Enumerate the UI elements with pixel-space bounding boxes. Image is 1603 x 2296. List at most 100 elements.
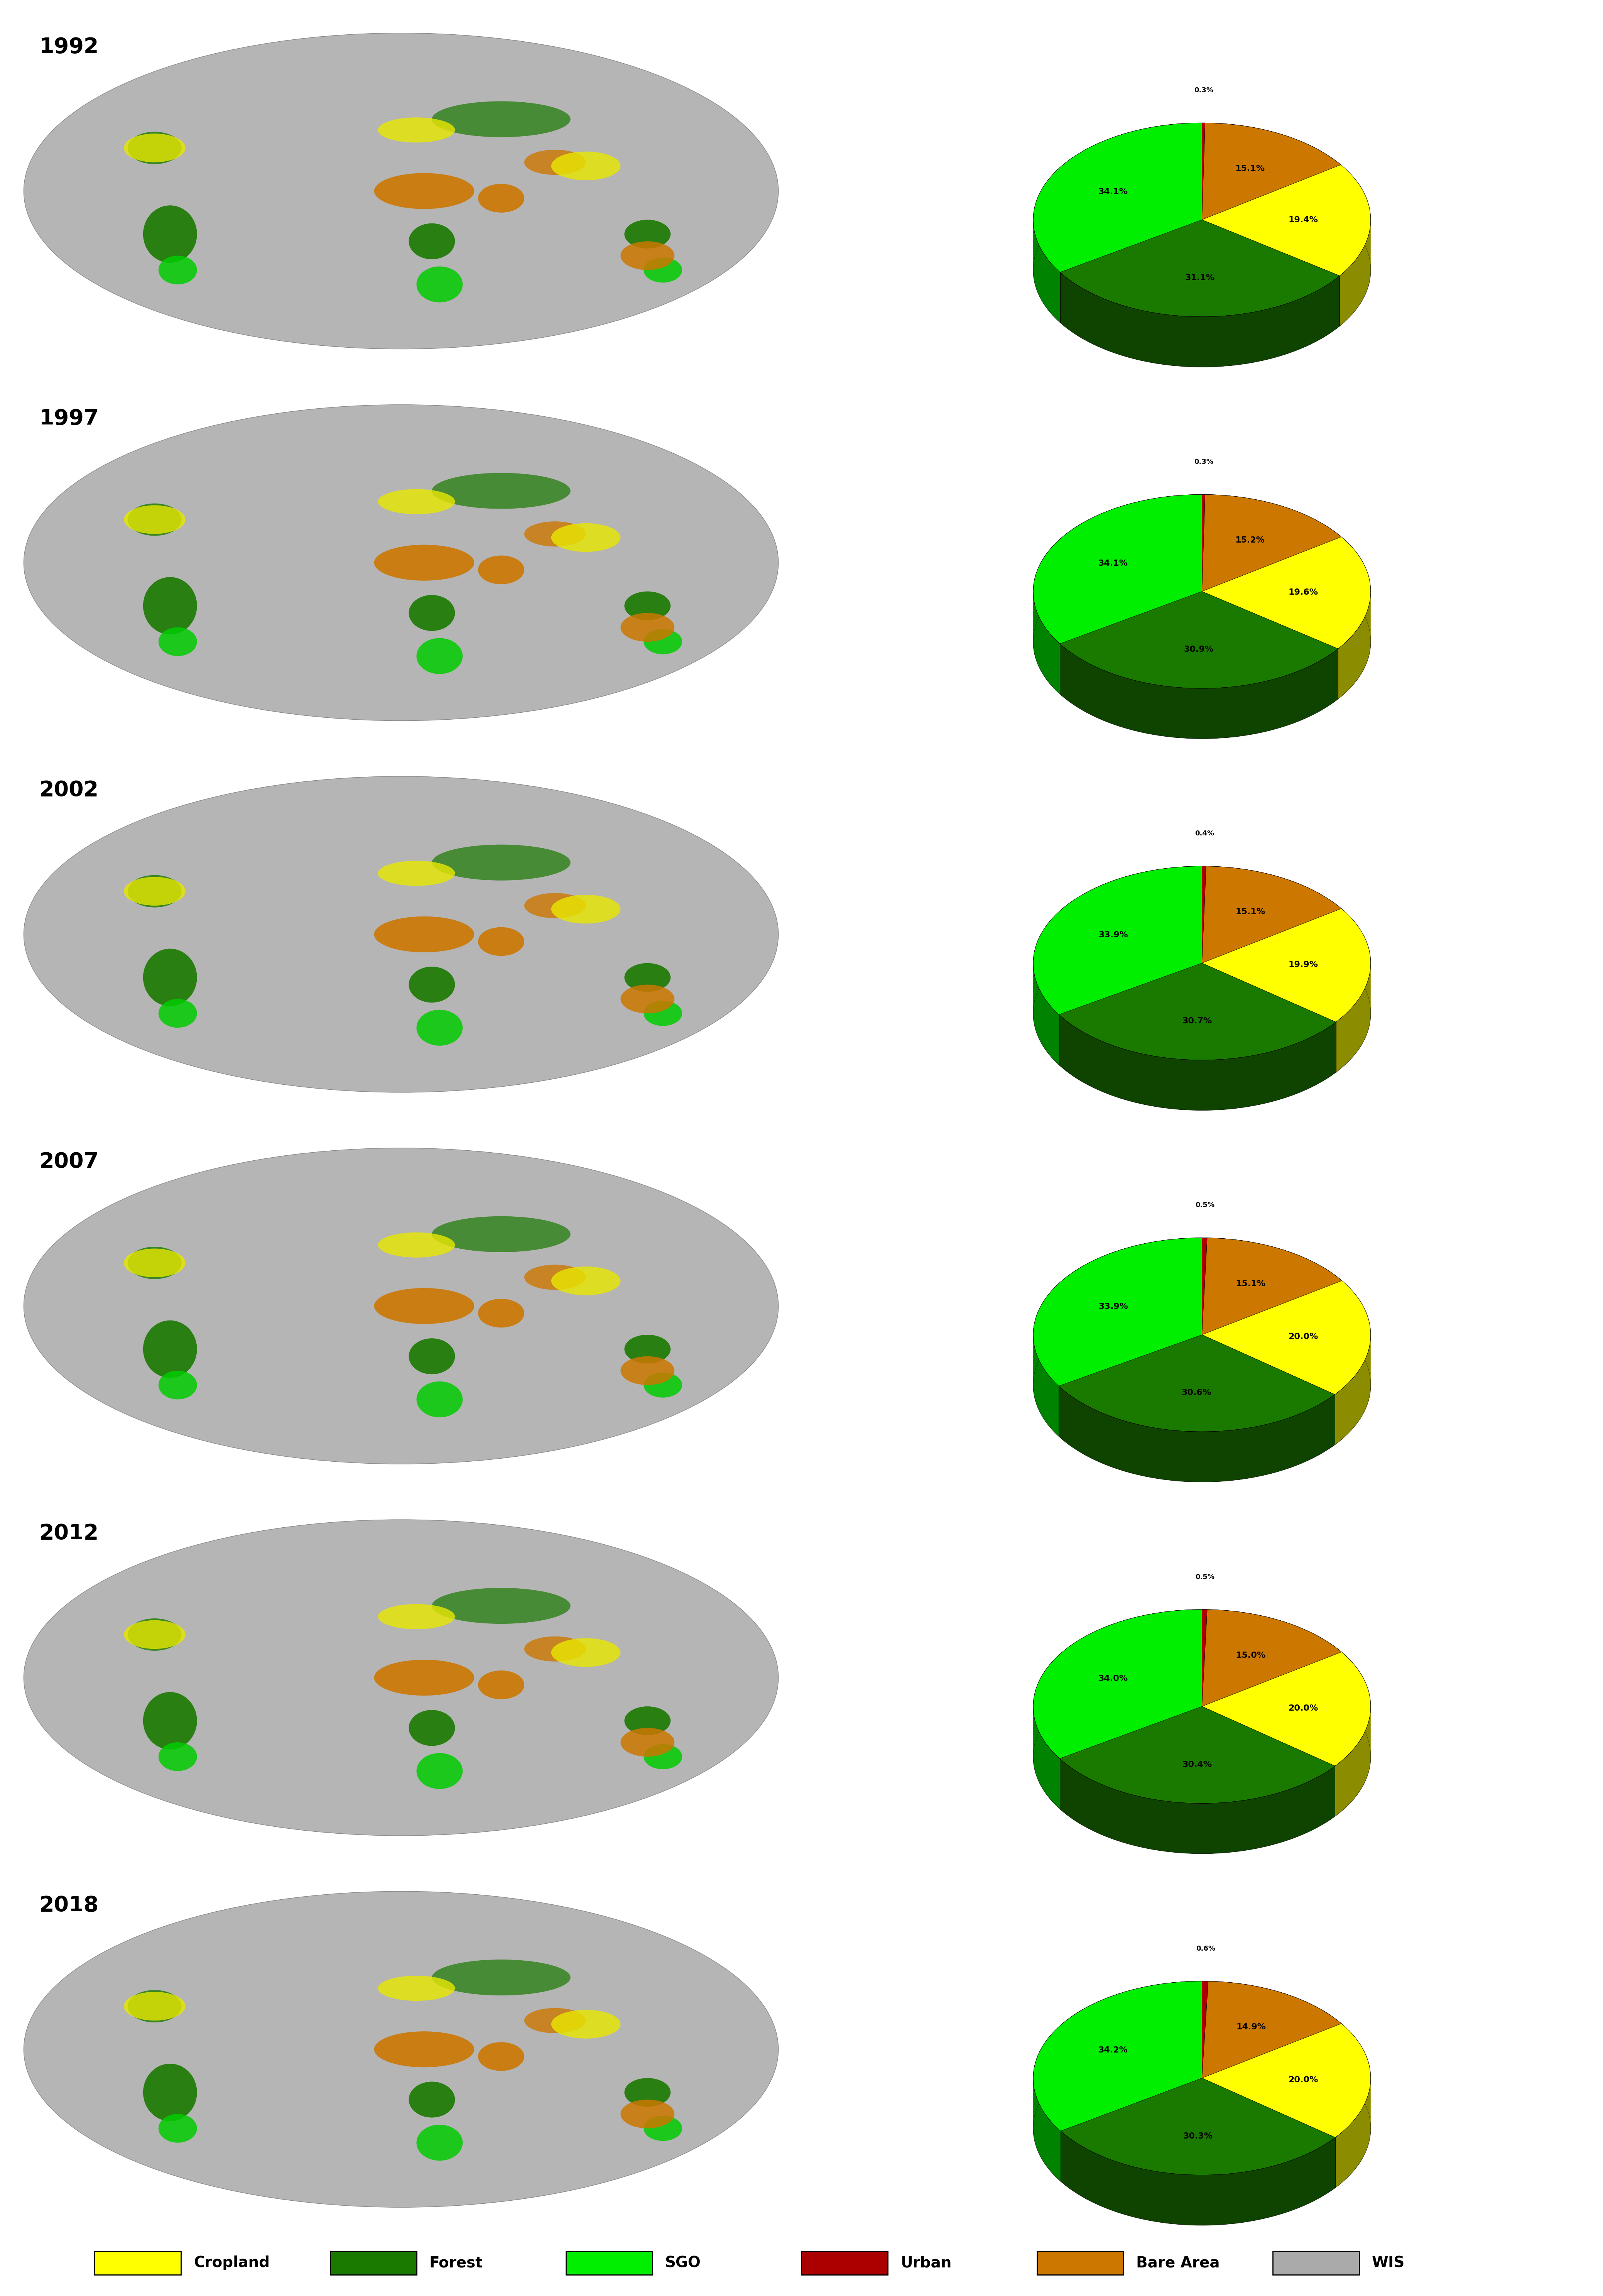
Ellipse shape	[143, 1692, 197, 1750]
FancyBboxPatch shape	[1273, 2250, 1359, 2275]
Text: 15.1%: 15.1%	[1234, 165, 1265, 172]
Polygon shape	[1034, 1609, 1202, 1759]
Ellipse shape	[409, 2082, 455, 2117]
Ellipse shape	[143, 2064, 197, 2122]
Ellipse shape	[24, 1520, 779, 1837]
Ellipse shape	[378, 117, 455, 142]
Text: 19.6%: 19.6%	[1289, 588, 1318, 597]
Ellipse shape	[409, 595, 455, 631]
Polygon shape	[1034, 592, 1060, 693]
Polygon shape	[1202, 1651, 1371, 1766]
Ellipse shape	[24, 32, 779, 349]
Ellipse shape	[123, 133, 186, 163]
Polygon shape	[1034, 1981, 1202, 2131]
Ellipse shape	[644, 1001, 683, 1026]
Ellipse shape	[159, 2115, 197, 2142]
Polygon shape	[1202, 1609, 1342, 1706]
Ellipse shape	[378, 1233, 455, 1258]
Ellipse shape	[551, 152, 620, 181]
Ellipse shape	[128, 1619, 181, 1651]
Ellipse shape	[431, 1958, 571, 1995]
Text: 30.4%: 30.4%	[1183, 1761, 1212, 1768]
Ellipse shape	[159, 1371, 197, 1398]
Text: Bare Area: Bare Area	[1137, 2255, 1220, 2271]
Text: 20.0%: 20.0%	[1289, 2076, 1318, 2085]
Ellipse shape	[24, 1892, 779, 2206]
Ellipse shape	[524, 149, 585, 174]
Ellipse shape	[620, 1729, 675, 1756]
Ellipse shape	[128, 131, 181, 163]
Ellipse shape	[378, 489, 455, 514]
Text: 31.1%: 31.1%	[1185, 273, 1215, 282]
Polygon shape	[1034, 494, 1202, 643]
Text: 0.4%: 0.4%	[1194, 831, 1213, 838]
Text: 15.0%: 15.0%	[1236, 1651, 1266, 1660]
Ellipse shape	[551, 1267, 620, 1295]
Ellipse shape	[373, 1288, 474, 1325]
Ellipse shape	[409, 1711, 455, 1745]
Polygon shape	[1202, 494, 1342, 592]
Polygon shape	[1060, 1759, 1335, 1853]
Ellipse shape	[524, 1265, 585, 1290]
Ellipse shape	[417, 638, 463, 675]
Ellipse shape	[620, 985, 675, 1013]
Polygon shape	[1060, 1706, 1335, 1802]
Ellipse shape	[123, 877, 186, 905]
Ellipse shape	[373, 1660, 474, 1697]
Text: 14.9%: 14.9%	[1236, 2023, 1266, 2032]
Ellipse shape	[431, 845, 571, 879]
Text: 2007: 2007	[38, 1153, 99, 1173]
Ellipse shape	[431, 473, 571, 510]
Ellipse shape	[431, 101, 571, 138]
FancyBboxPatch shape	[566, 2250, 652, 2275]
Polygon shape	[1202, 494, 1205, 592]
Text: 20.0%: 20.0%	[1289, 1334, 1318, 1341]
Ellipse shape	[378, 1975, 455, 2000]
Polygon shape	[1202, 1609, 1207, 1706]
Text: 2012: 2012	[38, 1522, 99, 1545]
Polygon shape	[1034, 1238, 1202, 1387]
Ellipse shape	[644, 1373, 683, 1398]
Text: Forest: Forest	[430, 2255, 483, 2271]
Polygon shape	[1202, 1981, 1209, 2078]
Polygon shape	[1202, 122, 1205, 220]
Polygon shape	[1034, 2032, 1371, 2225]
Polygon shape	[1335, 1334, 1371, 1444]
Ellipse shape	[644, 257, 683, 282]
Text: 30.7%: 30.7%	[1183, 1017, 1212, 1024]
Polygon shape	[1202, 909, 1371, 1022]
Polygon shape	[1058, 1387, 1335, 1481]
Ellipse shape	[644, 629, 683, 654]
Polygon shape	[1202, 122, 1340, 220]
Text: 2018: 2018	[38, 1894, 99, 1915]
Ellipse shape	[159, 627, 197, 657]
Ellipse shape	[478, 2041, 524, 2071]
Ellipse shape	[625, 1334, 670, 1364]
Polygon shape	[1340, 220, 1371, 326]
Polygon shape	[1202, 537, 1371, 650]
Ellipse shape	[478, 1300, 524, 1327]
Polygon shape	[1034, 2078, 1061, 2181]
Ellipse shape	[478, 556, 524, 583]
Text: 0.6%: 0.6%	[1196, 1945, 1215, 1952]
Ellipse shape	[409, 967, 455, 1003]
Polygon shape	[1202, 1981, 1342, 2078]
Ellipse shape	[431, 1589, 571, 1623]
Ellipse shape	[478, 184, 524, 214]
Ellipse shape	[409, 223, 455, 259]
Text: 19.4%: 19.4%	[1289, 216, 1318, 225]
Text: 20.0%: 20.0%	[1289, 1704, 1318, 1713]
Ellipse shape	[378, 861, 455, 886]
Ellipse shape	[378, 1605, 455, 1630]
Text: 34.1%: 34.1%	[1098, 560, 1129, 567]
Ellipse shape	[524, 1637, 585, 1662]
FancyBboxPatch shape	[330, 2250, 417, 2275]
Text: SGO: SGO	[665, 2255, 701, 2271]
Ellipse shape	[524, 2009, 585, 2034]
Ellipse shape	[625, 962, 670, 992]
Ellipse shape	[625, 1706, 670, 1736]
Ellipse shape	[143, 204, 197, 262]
Ellipse shape	[551, 895, 620, 923]
Ellipse shape	[625, 220, 670, 248]
Polygon shape	[1061, 2131, 1335, 2225]
